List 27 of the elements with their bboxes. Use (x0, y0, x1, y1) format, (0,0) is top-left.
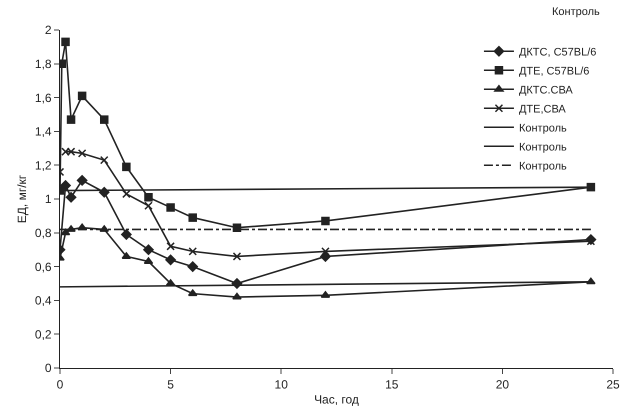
x-tick-label: 10 (274, 377, 288, 392)
x-tick-label: 25 (606, 377, 620, 392)
legend-label: ДТЕ, C57BL/6 (518, 66, 590, 78)
x-axis-title: Час, год (314, 392, 359, 406)
y-tick-label: 1,2 (34, 158, 52, 172)
y-tick-label: 1,8 (34, 57, 52, 71)
y-tick-label: 0,6 (34, 260, 52, 274)
y-tick-label: 1,6 (34, 90, 52, 105)
y-tick-label: 0,2 (34, 327, 52, 342)
legend-label: Контроль (518, 142, 567, 154)
y-tick-label: 0,4 (34, 294, 52, 308)
x-tick-label: 0 (56, 377, 64, 392)
y-tick-label: 1,4 (34, 124, 52, 139)
legend-label: ДКТС.СВА (518, 84, 574, 97)
y-tick-label: 1 (44, 192, 52, 206)
legend-label: ДКТС, C57BL/6 (518, 46, 596, 59)
legend-label: Контроль (518, 122, 567, 135)
x-tick-label: 5 (167, 377, 174, 392)
y-axis-title: ЕД, мг/кг (15, 174, 29, 224)
y-tick-label: 2 (44, 23, 52, 38)
text: Контроль (552, 6, 600, 18)
legend-label: Контроль (518, 160, 567, 173)
x-tick-label: 20 (496, 377, 510, 392)
y-tick-label: 0,8 (34, 226, 52, 240)
x-tick-label: 15 (385, 377, 399, 392)
legend-label: ДТЕ,СВА (518, 104, 566, 116)
y-tick-label: 0 (44, 361, 52, 376)
